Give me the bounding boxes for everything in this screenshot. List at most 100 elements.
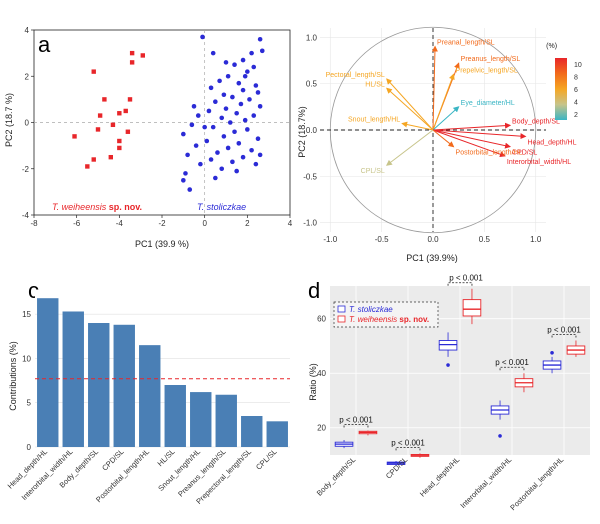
panel-a-point-square: [129, 60, 135, 65]
panel-d-outlier: [446, 363, 450, 367]
panel-b-colorbar-tick: 2: [574, 112, 578, 119]
panel-b-xtick-label: -0.5: [375, 235, 389, 244]
panel-d-category-label: CPD/SL: [384, 455, 410, 481]
panel-a-point-circle: [200, 34, 205, 40]
panel-a-point-circle: [204, 138, 210, 144]
panel-d-ytick-label: 20: [317, 424, 326, 433]
panel-a-point-square: [117, 145, 122, 151]
panel-d-pvalue: p < 0.001: [391, 438, 425, 447]
panel-a-point-circle: [206, 108, 212, 114]
panel-c-bar: Contributions (%) 051015Head_depth/HLInt…: [6, 292, 290, 506]
panel-d-bracket: [343, 424, 369, 428]
panel-a-point-circle: [187, 187, 193, 192]
panel-d-ytick-label: 40: [317, 369, 326, 378]
panel-a-point-circle: [232, 129, 237, 135]
panel-d-ytick-label: 60: [317, 315, 326, 324]
panel-letter-c: c: [28, 278, 39, 303]
panel-a-ytick-label: -4: [22, 211, 30, 220]
panel-a-point-circle: [208, 85, 214, 91]
panel-b-ytick-label: -0.5: [303, 172, 317, 181]
panel-a-point-circle: [234, 110, 239, 116]
panel-b-vector-label: Preanus_length/SL: [461, 56, 521, 63]
panel-a-legend-stoliczkae: T. stoliczkae: [197, 202, 246, 212]
panel-b-vector-label: CPL/SL: [361, 168, 385, 175]
panel-c-bar: [164, 385, 186, 447]
panel-a-point-circle: [251, 64, 257, 70]
panel-a-point-square: [102, 97, 107, 102]
panel-a-point-circle: [236, 141, 242, 146]
panel-b-vector-label: CPD/SL: [512, 150, 537, 157]
panel-a-xtick-label: -4: [116, 219, 124, 228]
panel-b-xlabel: PC1 (39.9%): [406, 253, 458, 263]
panel-d-category-label: Head_depth/HL: [418, 455, 462, 499]
panel-b-vector-arrow: [432, 73, 455, 131]
panel-d-bracket: [395, 446, 421, 451]
panel-a-point-circle: [255, 136, 261, 141]
panel-b-vector-arrow: [386, 78, 434, 131]
panel-b-ylabel: PC2 (18.7%): [297, 106, 307, 158]
panel-c-bar: [215, 394, 237, 447]
panel-a-point-circle: [185, 152, 190, 158]
panel-c-ytick-label: 5: [27, 399, 32, 408]
panel-letter-a: a: [38, 32, 51, 57]
panel-a-point-square: [95, 127, 101, 132]
panel-d-bracket: [551, 334, 577, 338]
panel-a-point-circle: [249, 50, 254, 56]
panel-a-point-circle: [240, 154, 246, 160]
panel-a-point-circle: [221, 134, 227, 139]
panel-b-vector-label: Preanal_length/SL: [437, 40, 495, 47]
panel-d-bracket: [447, 282, 473, 286]
panel-b-vector-label: Pectoral_length/SL: [326, 72, 385, 79]
panel-a-point-circle: [213, 99, 218, 104]
panel-a-point-circle: [221, 92, 227, 98]
panel-a-ytick-label: 0: [25, 119, 30, 128]
panel-a-point-square: [140, 53, 145, 58]
panel-a-point-circle: [210, 124, 216, 130]
panel-a-point-circle: [193, 143, 199, 148]
panel-a-xtick-label: 2: [245, 219, 250, 228]
panel-b-vector-label: Head_depth/HL: [527, 139, 576, 146]
panel-b-vector-arrow: [432, 122, 512, 131]
panel-a-legend-weiheensis: T. weiheensis sp. nov.: [52, 202, 142, 212]
panel-b-vector-arrow: [432, 129, 506, 158]
panel-a-ytick-label: 2: [25, 72, 30, 81]
panel-b-colorbar-tick: 8: [574, 75, 578, 82]
panel-a-point-circle: [215, 150, 220, 155]
panel-a-point-circle: [191, 104, 197, 109]
panel-c-ylabel: Contributions (%): [8, 341, 18, 411]
panel-d-box: [438, 340, 458, 351]
panel-a-point-circle: [181, 131, 186, 137]
panel-d-ylabel: Ratio (%): [308, 363, 318, 401]
panel-a-point-circle: [208, 157, 214, 162]
panel-d-boxplot: Ratio (%) 20 40 60 p < 0.001 Body_depth/SL p …: [308, 274, 590, 512]
panel-a-point-square: [85, 164, 90, 169]
panel-b-vector-label: Eye_diameter/HL: [461, 100, 515, 107]
panel-a-point-square: [127, 97, 133, 102]
panel-b-vector-arrow: [432, 129, 527, 140]
panel-a-point-circle: [181, 178, 186, 183]
panel-d-category-label: Interorbital_width/HL: [458, 455, 513, 510]
panel-d-pvalue: p < 0.001: [449, 274, 483, 283]
panel-a-point-circle: [202, 124, 207, 130]
panel-d-pvalue: p < 0.001: [547, 326, 581, 335]
panel-letter-d: d: [308, 278, 320, 303]
panel-a-xtick-label: -6: [73, 219, 81, 228]
panel-a-point-circle: [242, 73, 248, 79]
panel-a-point-square: [108, 154, 113, 160]
panel-b-vector-arrow: [431, 45, 438, 131]
panel-a-point-circle: [225, 73, 231, 79]
panel-a-point-square: [72, 134, 77, 139]
panel-b-ytick-label: 0.5: [306, 80, 318, 89]
panel-d-legend-box: [333, 301, 439, 328]
panel-b-vector-arrow: [432, 129, 512, 149]
panel-a-point-circle: [253, 161, 259, 167]
panel-d-outlier: [498, 434, 502, 438]
panel-d-bracket: [499, 366, 525, 371]
panel-a-point-circle: [245, 127, 250, 132]
panel-a-point-circle: [227, 120, 233, 125]
panel-a-point-circle: [245, 69, 250, 74]
panel-a-ytick-label: 4: [25, 26, 30, 35]
panel-c-bar: [266, 421, 288, 447]
panel-b-ytick-label: -1.0: [303, 219, 317, 228]
panel-b-vector-arrow: [432, 106, 460, 131]
